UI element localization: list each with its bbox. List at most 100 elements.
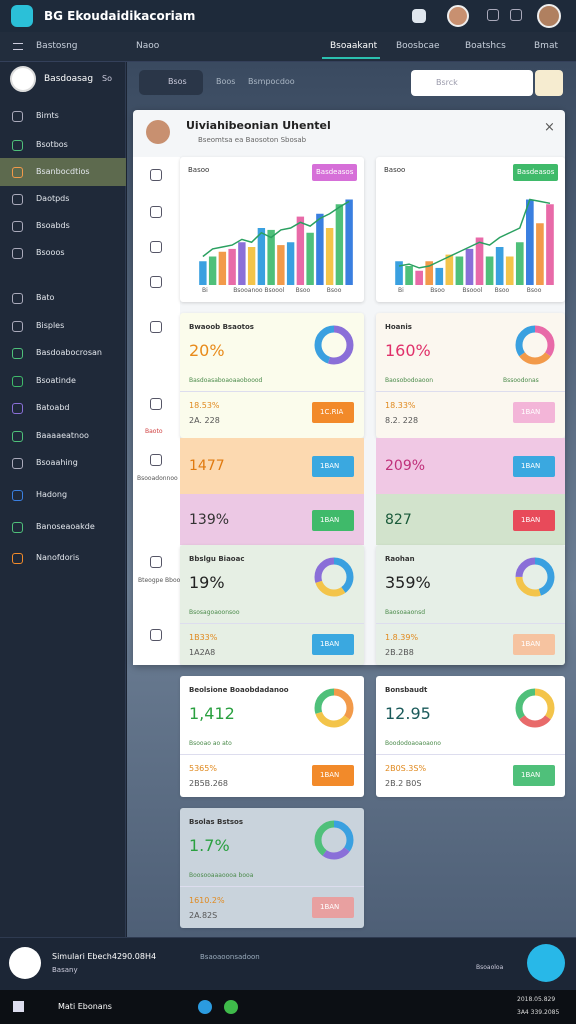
menu-item[interactable]: Bsoabds: [36, 221, 70, 230]
x-label: Bsoo: [295, 287, 311, 294]
menu-item[interactable]: Banoseaoakde: [36, 522, 95, 531]
bar: [218, 251, 227, 285]
card-stat: 2B.2 B0S: [385, 779, 422, 788]
bar: [435, 267, 444, 285]
bar: [475, 237, 484, 285]
donut: [314, 820, 354, 860]
action-button[interactable]: [312, 402, 354, 423]
menu-icon[interactable]: [13, 43, 23, 50]
fab[interactable]: [527, 944, 565, 982]
action-button-text: 1BAN: [320, 462, 340, 470]
donut-segment: [314, 557, 354, 597]
filter-button[interactable]: [535, 70, 563, 96]
menu-item[interactable]: Bimts: [36, 111, 59, 120]
side-label: Baoto: [145, 428, 163, 435]
task-icon[interactable]: [198, 1000, 212, 1014]
action-button[interactable]: [312, 897, 354, 918]
action-button-text: 1BAN: [320, 771, 340, 779]
menu-item[interactable]: Bsoaahing: [36, 458, 78, 467]
bar-chart: [199, 199, 353, 285]
menu-item[interactable]: Bsotbos: [36, 140, 68, 149]
menu-item[interactable]: Nanofdoris: [36, 553, 80, 562]
bar: [425, 261, 434, 285]
action-button[interactable]: [312, 765, 354, 786]
menu-icon: [12, 490, 23, 501]
side-icon[interactable]: [150, 321, 162, 333]
toolbar-link[interactable]: Boos: [216, 77, 236, 86]
menu-item[interactable]: Basdoabocrosan: [36, 348, 102, 357]
footer-right[interactable]: Bsoaoloa: [476, 964, 504, 971]
avatar[interactable]: [537, 4, 561, 28]
action-button[interactable]: [513, 402, 555, 423]
user-name[interactable]: Basdoasag: [44, 74, 94, 84]
bar: [335, 204, 344, 285]
menu-item[interactable]: Bsoatinde: [36, 376, 76, 385]
action-button[interactable]: [312, 509, 354, 531]
nav-tab[interactable]: Bsoaakant: [330, 41, 378, 51]
donut: [515, 688, 555, 728]
notify-icon[interactable]: [412, 9, 426, 23]
card-stat: 1A2A8: [189, 648, 216, 657]
task-icon[interactable]: [224, 1000, 238, 1014]
side-icon[interactable]: [150, 241, 162, 253]
side-icon[interactable]: [150, 169, 162, 181]
divider: [376, 754, 565, 755]
action-button[interactable]: [513, 634, 555, 655]
bar: [277, 245, 285, 285]
menu-item[interactable]: Batoabd: [36, 403, 70, 412]
bar: [316, 213, 324, 285]
card-value: 1,412: [189, 704, 235, 723]
user-badge: So: [102, 74, 112, 83]
nav-tab[interactable]: Bmat: [534, 41, 558, 51]
search-tag[interactable]: Bsos: [168, 77, 187, 86]
action-button[interactable]: [513, 456, 555, 477]
donut-segment: [515, 557, 555, 597]
donut-segment: [515, 325, 555, 365]
search-box[interactable]: [411, 70, 533, 96]
action-button[interactable]: [312, 456, 354, 477]
menu-item[interactable]: Baaaaeatnoo: [36, 431, 89, 440]
donut-segment: [515, 688, 555, 728]
menu-item[interactable]: Daotpds: [36, 194, 70, 203]
app-title[interactable]: BG Ekoudaidikacoriam: [44, 9, 196, 23]
row-value: 1477: [189, 458, 225, 474]
bar: [306, 232, 314, 285]
side-icon[interactable]: [150, 276, 162, 288]
side-icon[interactable]: [150, 629, 162, 641]
footer-avatar: [9, 947, 41, 979]
panel-subtitle: Bseomtsa ea Baosoton Sbosab: [198, 136, 307, 144]
menu-item[interactable]: Bisples: [36, 321, 65, 330]
avatar[interactable]: [447, 5, 469, 27]
bar: [296, 216, 305, 285]
side-icon[interactable]: [150, 206, 162, 218]
menu-item[interactable]: Hadong: [36, 490, 68, 499]
action-button[interactable]: [513, 765, 555, 786]
taskbar-search[interactable]: Mati Ebonans: [58, 1002, 112, 1011]
footer-role: Basany: [52, 966, 78, 974]
nav-tab[interactable]: Bastosng: [36, 41, 78, 51]
icon[interactable]: [487, 9, 499, 21]
side-label: Bsooadonnoo: [137, 475, 178, 482]
nav-tab[interactable]: Boosbcae: [396, 41, 440, 51]
taskbar: [0, 990, 576, 1024]
menu-item[interactable]: Bsanbocdtios: [36, 167, 90, 176]
card-stat: 1B33%: [189, 633, 218, 642]
icon[interactable]: [510, 9, 522, 21]
card-stat: 18.53%: [189, 401, 220, 410]
menu-item[interactable]: Bato: [36, 293, 55, 302]
action-button[interactable]: [312, 634, 354, 655]
action-button[interactable]: [513, 509, 555, 531]
bar: [405, 266, 413, 285]
side-icon[interactable]: [150, 454, 162, 466]
toolbar-link[interactable]: Bsmpocdoo: [248, 77, 295, 86]
menu-icon: [12, 553, 23, 564]
side-icon[interactable]: [150, 398, 162, 410]
close-button[interactable]: ×: [544, 120, 555, 135]
card-value: 20%: [189, 341, 225, 360]
side-icon[interactable]: [150, 556, 162, 568]
menu-item[interactable]: Bsooos: [36, 248, 65, 257]
action-button-text: 1BAN: [521, 771, 541, 779]
nav-tab[interactable]: Naoo: [136, 41, 160, 51]
nav-tab[interactable]: Boatshcs: [465, 41, 506, 51]
start-icon[interactable]: [13, 1001, 24, 1012]
